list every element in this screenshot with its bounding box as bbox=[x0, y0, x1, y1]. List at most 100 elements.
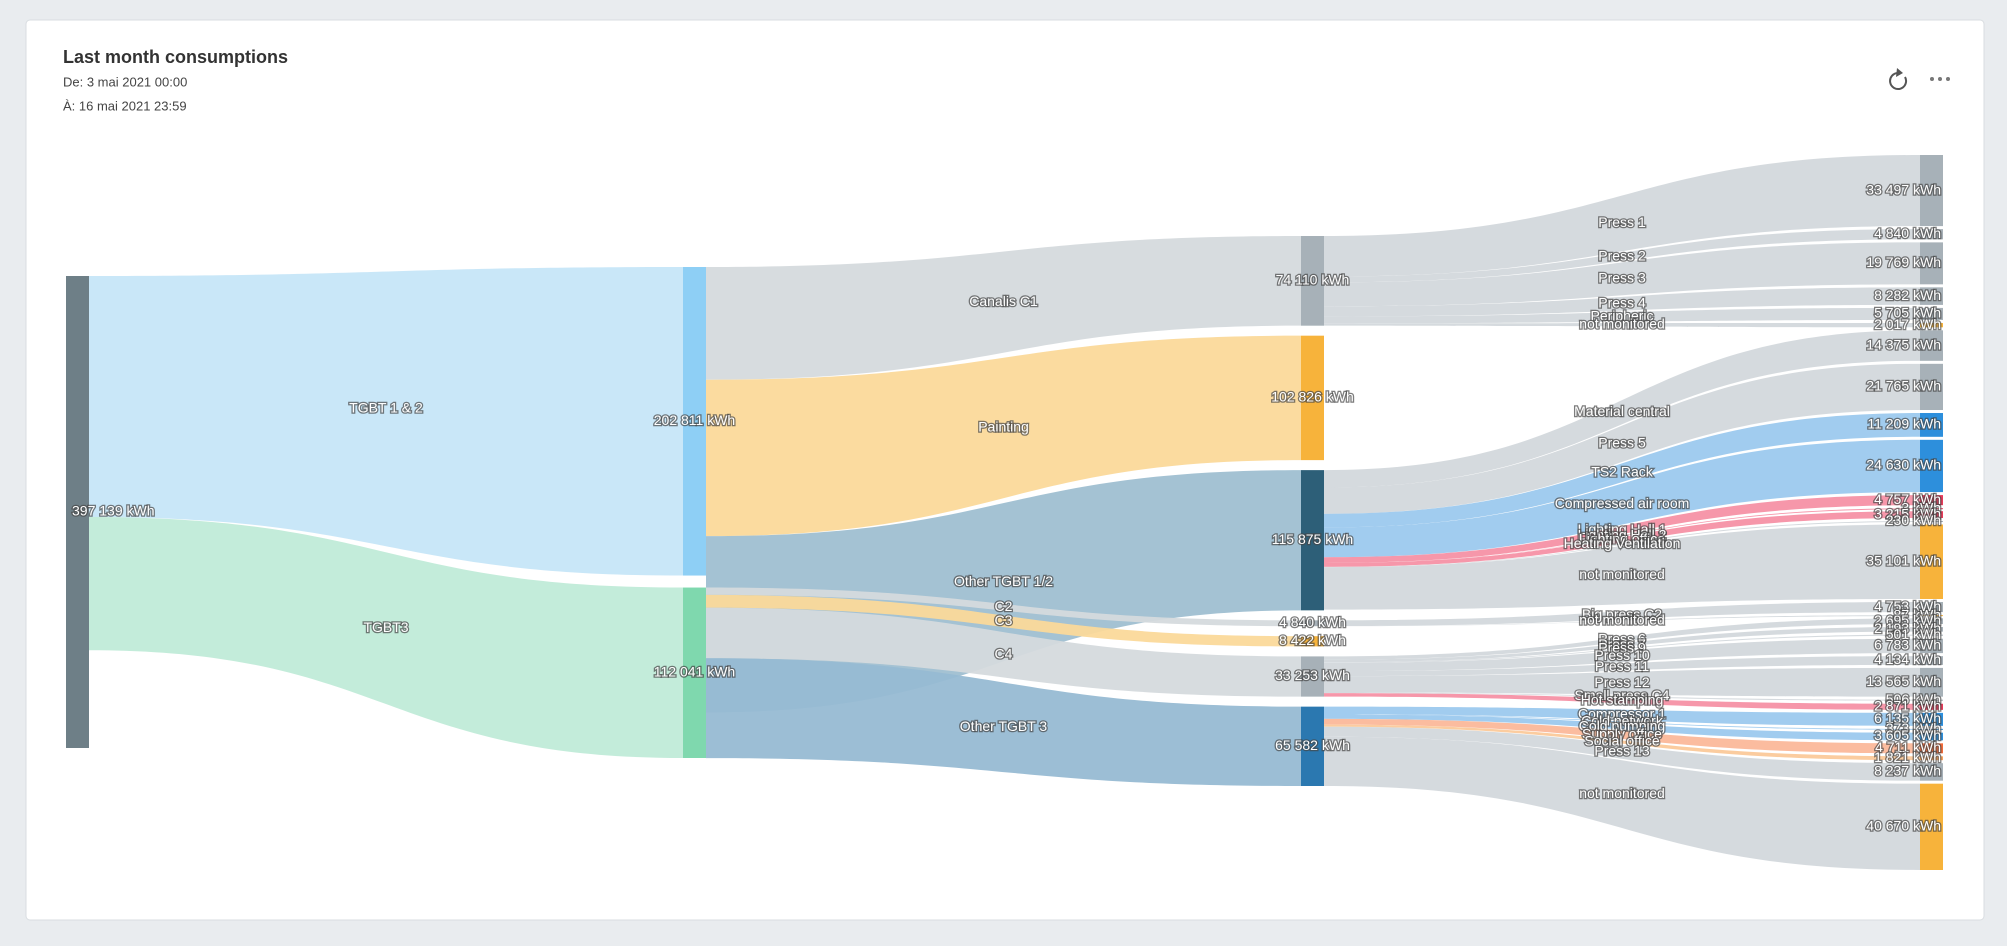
node bbox=[1920, 307, 1943, 321]
node-value-label: 3 215 kWh bbox=[1874, 505, 1941, 521]
link-label: not monitored bbox=[1579, 785, 1665, 801]
link bbox=[1324, 736, 1920, 870]
link-label: Other TGBT 1/2 bbox=[954, 573, 1053, 589]
link-label: Press 5 bbox=[1598, 435, 1646, 451]
link bbox=[1324, 634, 1920, 663]
link-label: Big press C2 bbox=[1582, 606, 1662, 622]
link-label: C2 bbox=[995, 598, 1013, 614]
link-label: Press 7 bbox=[1598, 636, 1646, 652]
link bbox=[1324, 602, 1920, 627]
node bbox=[1920, 521, 1943, 523]
node-value-label: 2 695 kWh bbox=[1874, 612, 1941, 628]
link bbox=[1324, 229, 1920, 283]
node-value-label: 6 135 kWh bbox=[1874, 710, 1941, 726]
node bbox=[1920, 783, 1943, 870]
node-value-label: 397 139 kWh bbox=[72, 503, 155, 519]
node bbox=[1920, 229, 1943, 240]
node bbox=[1920, 524, 1943, 600]
dot bbox=[1938, 77, 1942, 81]
link-label: Press 11 bbox=[1595, 658, 1649, 674]
link-label: Press 4 bbox=[1598, 294, 1646, 310]
link bbox=[1324, 726, 1920, 781]
link-label: TGBT 1 & 2 bbox=[349, 400, 423, 416]
node-value-label: 21 765 kWh bbox=[1866, 378, 1941, 394]
node bbox=[1920, 155, 1943, 227]
node bbox=[1920, 439, 1943, 493]
links bbox=[89, 155, 1920, 870]
node bbox=[683, 267, 706, 576]
node-value-label: 4 711 kWh bbox=[1875, 739, 1941, 755]
link bbox=[706, 594, 1301, 647]
node-value-label: 202 811 kWh bbox=[654, 412, 735, 428]
node-value-label: 8 237 kWh bbox=[1874, 763, 1941, 779]
link-label: Social office bbox=[1584, 733, 1659, 749]
link-label: Press 1 bbox=[1598, 214, 1646, 230]
link-label: Cold pumping bbox=[1579, 717, 1665, 733]
node bbox=[1301, 470, 1324, 611]
node bbox=[1920, 638, 1943, 654]
link bbox=[1324, 618, 1920, 660]
refresh-button[interactable] bbox=[1889, 68, 1908, 90]
node-value-label: 87 kWh bbox=[1894, 606, 1941, 622]
node-value-label: 35 101 kWh bbox=[1866, 552, 1941, 568]
link-label: Press 2 bbox=[1598, 248, 1646, 264]
link bbox=[1324, 511, 1920, 567]
node bbox=[1920, 703, 1943, 710]
node-value-label: 4 134 kWh bbox=[1874, 651, 1941, 667]
link-label: Press 12 bbox=[1594, 674, 1649, 690]
link bbox=[1324, 714, 1920, 730]
node-value-label: 4 753 kWh bbox=[1874, 598, 1941, 614]
more-button[interactable] bbox=[1930, 77, 1950, 81]
link bbox=[1324, 413, 1920, 528]
link-label: TGBT3 bbox=[363, 619, 408, 635]
node-value-label: 115 875 kWh bbox=[1272, 531, 1353, 547]
link-label: Heating Ventilation bbox=[1564, 535, 1681, 551]
labels: TGBT 1 & 2 TGBT3 Canalis C1 Painting Other T… bbox=[71, 180, 1943, 835]
node-value-label: 230 kWh bbox=[1886, 512, 1941, 528]
nodes bbox=[66, 155, 1943, 870]
node bbox=[1920, 495, 1943, 506]
node bbox=[1920, 699, 1943, 701]
node bbox=[1920, 756, 1943, 761]
link bbox=[1324, 439, 1920, 558]
link bbox=[706, 587, 1301, 627]
node-value-label: 8 422 kWh bbox=[1279, 632, 1346, 648]
node bbox=[1920, 602, 1943, 613]
node-value-label: 2 871 kWh bbox=[1874, 698, 1941, 714]
node-value-label: 6 783 kWh bbox=[1874, 637, 1941, 653]
node bbox=[1920, 363, 1943, 411]
date-to: À: 16 mai 2021 23:59 bbox=[63, 98, 187, 113]
link-label: Supply office bbox=[1582, 726, 1662, 742]
node bbox=[66, 276, 89, 748]
link bbox=[1324, 724, 1920, 761]
link-label: Material central bbox=[1574, 403, 1670, 419]
link bbox=[706, 658, 1301, 786]
refresh-arrow bbox=[1896, 68, 1903, 77]
link-label: not monitored bbox=[1579, 612, 1665, 628]
link bbox=[89, 267, 683, 576]
node bbox=[1301, 236, 1324, 326]
node-value-label: 1 821 kWh bbox=[1874, 749, 1941, 765]
node bbox=[1301, 656, 1324, 697]
node bbox=[1920, 287, 1943, 305]
link bbox=[1324, 524, 1920, 610]
node-value-label: 2 193 kWh bbox=[1874, 620, 1941, 636]
link bbox=[1324, 667, 1920, 697]
dot bbox=[1930, 77, 1934, 81]
link-label: C3 bbox=[995, 612, 1013, 628]
link bbox=[1324, 287, 1920, 317]
link-label: Canalis C1 bbox=[969, 293, 1038, 309]
node bbox=[1301, 620, 1324, 627]
node bbox=[1301, 706, 1324, 786]
link bbox=[1324, 714, 1920, 741]
node bbox=[1920, 712, 1943, 726]
link-label: Other TGBT 3 bbox=[960, 718, 1048, 734]
link bbox=[1324, 718, 1920, 754]
date-from: De: 3 mai 2021 00:00 bbox=[63, 74, 187, 89]
link bbox=[1324, 638, 1920, 672]
node-value-label: 3 605 kWh bbox=[1874, 727, 1941, 743]
link-label: Press 9 bbox=[1598, 640, 1646, 656]
link bbox=[1324, 242, 1920, 307]
link bbox=[1324, 692, 1920, 701]
